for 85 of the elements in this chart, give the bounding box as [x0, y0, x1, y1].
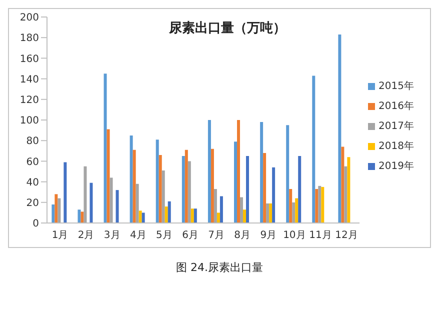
bar: [84, 166, 87, 223]
legend-label: 2019年: [378, 161, 414, 172]
x-tick-label: 10月: [283, 230, 306, 242]
y-tick-label: 20: [26, 198, 39, 209]
bar: [168, 201, 171, 223]
x-tick-label: 1月: [52, 230, 68, 242]
y-tick-label: 0: [32, 218, 39, 230]
y-tick-label: 120: [20, 94, 39, 106]
bar: [104, 74, 107, 223]
bar: [298, 156, 302, 223]
bar: [164, 206, 168, 223]
bar: [344, 166, 348, 223]
legend-label: 2018年: [378, 141, 414, 152]
x-tick-label: 3月: [104, 230, 120, 242]
y-tick-label: 40: [26, 177, 39, 188]
bar: [142, 212, 145, 223]
x-tick-label: 7月: [208, 230, 224, 242]
bar: [64, 162, 67, 223]
y-tick-label: 100: [20, 116, 39, 127]
bar: [341, 146, 344, 223]
y-tick-label: 160: [20, 54, 39, 65]
bar: [315, 189, 318, 223]
bar: [289, 189, 292, 223]
bar: [132, 150, 136, 223]
bar: [312, 76, 316, 223]
bar: [184, 150, 188, 223]
bar: [158, 155, 162, 223]
bar: [190, 208, 194, 223]
bar: [106, 129, 110, 223]
bar: [269, 203, 272, 223]
bar: [78, 210, 81, 223]
y-tick-label: 60: [26, 156, 39, 168]
bar: [182, 156, 185, 223]
chart-title: 尿素出口量（万吨）: [169, 20, 286, 37]
bar: [246, 156, 250, 223]
x-tick-label: 5月: [156, 230, 172, 242]
bar: [266, 203, 270, 223]
x-tick-label: 11月: [309, 230, 332, 242]
bar: [138, 210, 142, 223]
caption: 图 24.尿素出口量: [175, 260, 264, 275]
bar: [286, 125, 290, 223]
bar: [240, 197, 244, 223]
x-tick-label: 4月: [130, 230, 146, 242]
bar: [216, 212, 220, 223]
bar: [214, 189, 217, 223]
bar: [90, 182, 93, 223]
legend-label: 2017年: [378, 121, 414, 132]
bar: [110, 178, 113, 223]
legend-label: 2015年: [378, 81, 414, 92]
bar: [116, 190, 119, 223]
bar: [52, 204, 55, 223]
bar: [237, 120, 240, 223]
x-tick-label: 9月: [260, 230, 277, 242]
y-tick-label: 200: [20, 12, 39, 24]
bar: [260, 122, 264, 223]
x-tick-label: 2月: [78, 230, 94, 242]
bar: [54, 194, 58, 223]
bar: [210, 148, 214, 223]
bar: [58, 198, 61, 223]
x-tick-label: 6月: [182, 230, 198, 242]
legend-label: 2016年: [378, 101, 414, 112]
bar: [272, 167, 276, 223]
y-tick-label: 140: [20, 74, 39, 86]
bar: [347, 157, 350, 223]
y-tick-label: 180: [20, 33, 39, 44]
bar: [243, 210, 246, 223]
bar: [208, 120, 211, 223]
bar: [338, 34, 342, 223]
bar: [162, 170, 165, 223]
bar: [318, 186, 322, 223]
bar: [220, 196, 223, 223]
bar: [156, 140, 159, 223]
y-tick-label: 80: [26, 136, 39, 148]
bar: [234, 142, 238, 223]
bar: [130, 135, 133, 223]
x-tick-label: 12月: [335, 230, 358, 242]
bar: [188, 161, 191, 223]
bar: [136, 184, 139, 223]
bar: [321, 186, 324, 223]
x-tick-label: 8月: [234, 230, 251, 242]
bar: [80, 212, 84, 223]
bar: [295, 198, 298, 223]
bar: [292, 202, 296, 223]
bar: [194, 208, 197, 223]
bar: [263, 152, 266, 223]
